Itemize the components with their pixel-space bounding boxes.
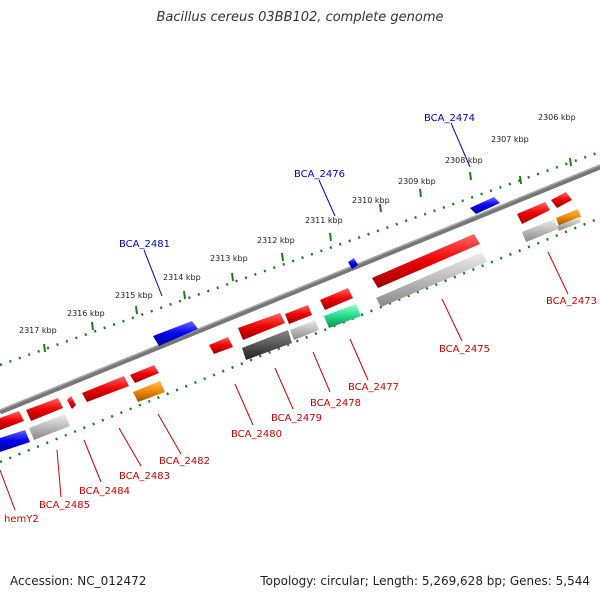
leader-bca-2481 [143,249,163,297]
leader-bca-2474 [450,122,471,168]
map-title: Bacillus cereus 03BB102, complete genome [156,10,444,25]
label-bca-2481[interactable]: BCA_2481 [119,239,170,250]
gene-gray-f[interactable] [29,414,70,440]
gene-red-h[interactable] [26,398,63,421]
gene-gray-d[interactable] [376,252,487,307]
label-bca-2485[interactable]: BCA_2485 [39,500,90,511]
leader-bca-2477 [349,338,369,381]
gene-bca-2473[interactable] [551,192,572,208]
gene-bca-2479[interactable] [242,330,292,360]
leader-bca-2485 [56,449,62,498]
gene-red-f[interactable] [82,376,129,402]
kbp-label-2307: 2307 kbp [491,135,529,144]
gene-gray-b[interactable] [557,217,581,231]
label-bca-2476[interactable]: BCA_2476 [294,169,345,180]
topology-text: Topology: circular; Length: 5,269,628 bp… [260,574,590,588]
label-bca-2480[interactable]: BCA_2480 [231,429,282,440]
leader-bca-2473 [547,251,569,295]
leader-bca-2480 [234,383,254,426]
kbp-label-2317: 2317 kbp [19,326,57,335]
gene-red-b[interactable] [285,305,312,324]
label-bca-2484[interactable]: BCA_2484 [79,486,130,497]
gene-red-i[interactable] [0,411,24,430]
label-bca-2475[interactable]: BCA_2475 [439,344,490,355]
gene-bca-2478-red[interactable] [320,288,353,310]
label-bca-2478[interactable]: BCA_2478 [310,398,361,409]
genome-backbone [0,164,600,415]
leader-bca-2478 [312,351,331,393]
kbp-label-2312: 2312 kbp [257,236,295,245]
gene-bca-2481[interactable] [153,321,198,346]
gene-red-g[interactable] [67,396,76,409]
gene-bca-2475[interactable] [372,234,480,288]
accession-text: Accession: NC_012472 [10,574,147,588]
gene-bca-2482[interactable] [133,381,165,402]
kbp-label-2313: 2313 kbp [210,254,248,263]
gene-gray-e[interactable] [290,320,319,340]
gene-blue-lower[interactable] [0,430,30,452]
label-bca-2474[interactable]: BCA_2474 [424,113,475,124]
leader-bca-2475 [441,298,463,342]
label-bca-2479[interactable]: BCA_2479 [271,413,322,424]
gene-bca-2474[interactable] [470,197,500,214]
gene-red-c[interactable] [238,313,285,340]
kbp-label-2315: 2315 kbp [115,291,153,300]
label-bca-2483[interactable]: BCA_2483 [119,471,170,482]
label-bca-2477[interactable]: BCA_2477 [348,382,399,393]
kbp-tick-marks [43,157,572,353]
gene-red-e[interactable] [130,365,159,383]
gene-red-a[interactable] [517,202,550,224]
lower-tick-track [0,216,600,464]
label-bca-2482[interactable]: BCA_2482 [159,456,210,467]
leader-bca-2479 [274,367,294,410]
gene-bca-2476[interactable] [348,258,358,269]
gene-bca-2477[interactable] [324,304,361,328]
leader-bca-2484 [83,439,102,483]
label-bca-2473[interactable]: BCA_2473 [546,296,597,307]
kbp-label-2310: 2310 kbp [352,196,390,205]
upper-tick-track [0,150,600,367]
kbp-label-2306: 2306 kbp [538,113,576,122]
kbp-label-2309: 2309 kbp [398,177,436,186]
kbp-label-2308: 2308 kbp [445,156,483,165]
gene-gray-c[interactable] [522,219,558,242]
gene-gray-a[interactable] [556,209,581,226]
leader-bca-2483 [118,427,142,467]
kbp-label-2314: 2314 kbp [163,273,201,282]
label-hemy2[interactable]: hemY2 [4,514,39,525]
leader-bca-2482 [157,413,182,455]
leader-hemy2 [0,469,16,511]
gene-red-d[interactable] [209,337,233,354]
kbp-label-2316: 2316 kbp [67,309,105,318]
leader-bca-2476 [318,179,336,217]
kbp-label-2311: 2311 kbp [305,216,343,225]
